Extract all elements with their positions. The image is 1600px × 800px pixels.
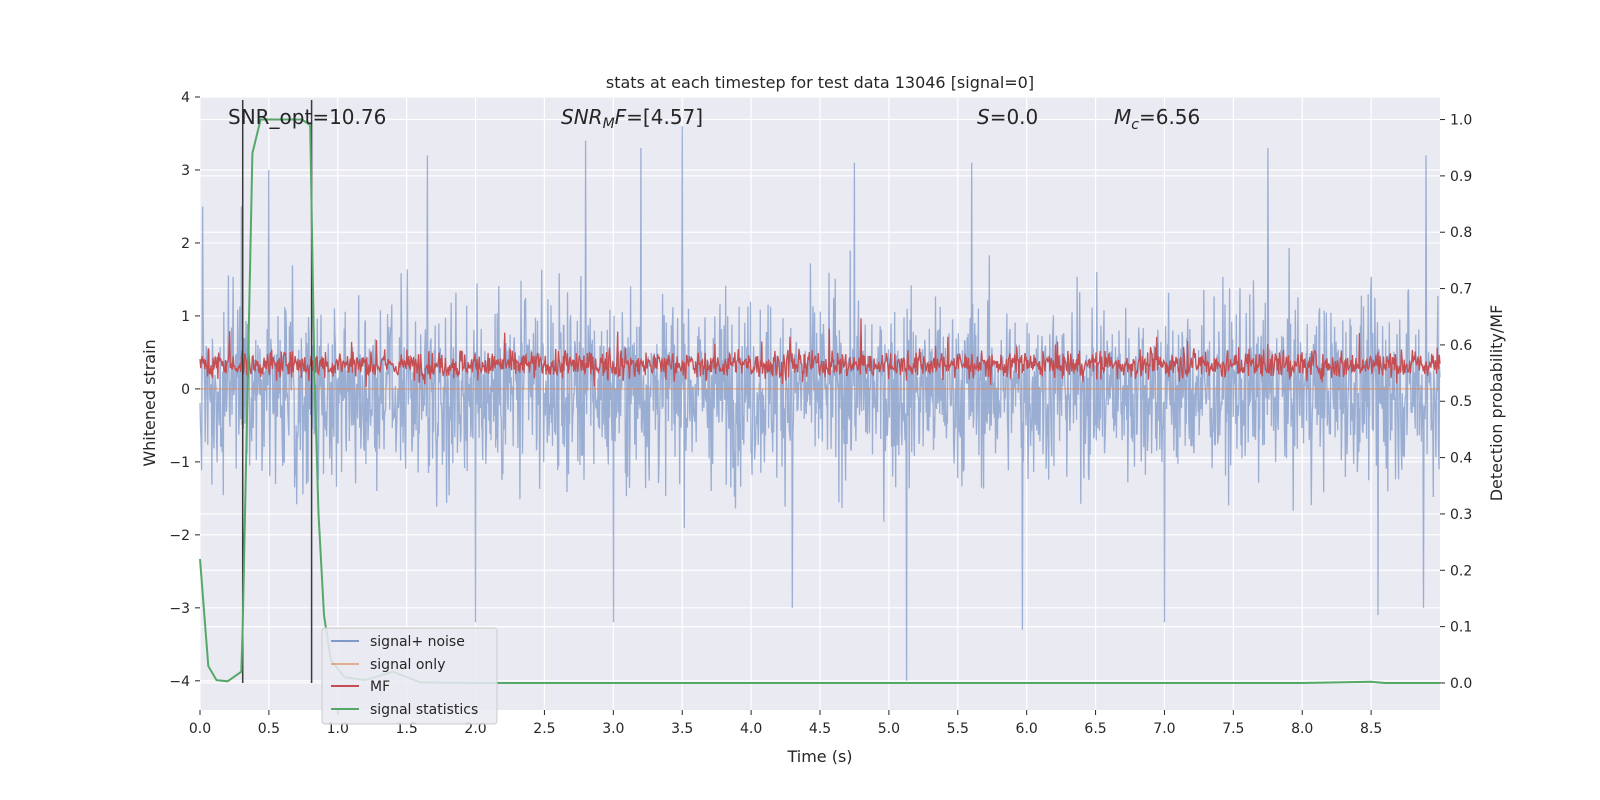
x-tick-label: 5.0 bbox=[878, 721, 900, 737]
x-tick-label: 1.5 bbox=[396, 721, 418, 737]
series-mf bbox=[199, 318, 1441, 388]
x-tick-label: 8.0 bbox=[1291, 721, 1313, 737]
y2-tick-label: 1.0 bbox=[1450, 113, 1472, 129]
x-tick-label: 3.5 bbox=[671, 721, 693, 737]
x-tick-label: 8.5 bbox=[1360, 721, 1382, 737]
mf-line bbox=[199, 318, 1441, 388]
y2-axis-label: Detection probability/MF bbox=[1487, 305, 1506, 502]
series-signal-statistics bbox=[199, 118, 1440, 684]
y-tick-label: 0 bbox=[181, 382, 190, 398]
y2-axis-ticks: 1.0 0.9 0.8 0.7 0.6 0.5 0.4 0.3 0.2 0.1 0.0 bbox=[1440, 113, 1472, 692]
x-axis-label: Time (s) bbox=[786, 747, 852, 766]
annotation-snr-mf-value: =[4.57] bbox=[626, 105, 703, 129]
annotations: SNR_opt=10.76 SNRMF=[4.57] S=0.0 Mc=6.56 bbox=[228, 105, 1200, 133]
y-tick-label: 1 bbox=[181, 309, 190, 325]
x-tick-label: 5.5 bbox=[947, 721, 969, 737]
x-tick-label: 7.5 bbox=[1222, 721, 1244, 737]
legend-label-signal-only: signal only bbox=[370, 657, 445, 673]
annotation-s: S=0.0 bbox=[977, 105, 1038, 129]
x-tick-label: 7.0 bbox=[1153, 721, 1175, 737]
x-tick-label: 0.5 bbox=[258, 721, 280, 737]
x-tick-label: 1.0 bbox=[327, 721, 349, 737]
y-tick-label: −3 bbox=[169, 601, 190, 617]
y-tick-label: 3 bbox=[181, 163, 190, 179]
legend: signal+ noise signal only MF signal stat… bbox=[321, 627, 498, 725]
y-tick-label: 2 bbox=[181, 236, 190, 252]
x-tick-label: 2.5 bbox=[533, 721, 555, 737]
y2-tick-label: 0.9 bbox=[1450, 169, 1472, 185]
legend-label-signal-noise: signal+ noise bbox=[370, 634, 465, 650]
plot-area bbox=[199, 100, 1441, 684]
y2-tick-label: 0.6 bbox=[1450, 338, 1472, 354]
chart-title: stats at each timestep for test data 130… bbox=[606, 73, 1034, 92]
x-tick-label: 2.0 bbox=[464, 721, 486, 737]
annotation-snr-opt: SNR_opt=10.76 bbox=[228, 105, 386, 129]
y2-tick-label: 0.5 bbox=[1450, 394, 1472, 410]
x-tick-label: 6.5 bbox=[1084, 721, 1106, 737]
legend-box bbox=[321, 627, 498, 725]
signal-statistics-line bbox=[199, 118, 1440, 684]
legend-label-mf: MF bbox=[370, 679, 390, 695]
y2-tick-label: 0.2 bbox=[1450, 563, 1472, 579]
y2-tick-label: 0.1 bbox=[1450, 620, 1472, 636]
x-tick-label: 0.0 bbox=[189, 721, 211, 737]
y2-tick-label: 0.3 bbox=[1450, 507, 1472, 523]
y-tick-label: 4 bbox=[181, 90, 190, 106]
annotation-mc: Mc=6.56 bbox=[1114, 105, 1200, 133]
y2-tick-label: 0.7 bbox=[1450, 282, 1472, 298]
y-axis-label: Whitened strain bbox=[140, 339, 159, 466]
x-axis-ticks: 0.0 0.5 1.0 1.5 2.0 2.5 3.0 3.5 4.0 4.5 5.0 5.5 6.0 6… bbox=[189, 710, 1382, 737]
y-tick-label: −4 bbox=[169, 674, 190, 690]
y-axis-ticks: 4 3 2 1 0 −1 −2 −3 −4 bbox=[169, 90, 200, 690]
annotation-snr-mf: SNRMF=[4.57] bbox=[561, 105, 703, 132]
y2-tick-label: 0.8 bbox=[1450, 225, 1472, 241]
x-tick-label: 4.5 bbox=[809, 721, 831, 737]
x-tick-label: 6.0 bbox=[1016, 721, 1038, 737]
y2-tick-label: 0.0 bbox=[1450, 676, 1472, 692]
y2-tick-label: 0.4 bbox=[1450, 451, 1472, 467]
x-tick-label: 4.0 bbox=[740, 721, 762, 737]
y-tick-label: −2 bbox=[169, 528, 190, 544]
legend-label-signal-statistics: signal statistics bbox=[370, 702, 478, 718]
x-tick-label: 3.0 bbox=[602, 721, 624, 737]
y-tick-label: −1 bbox=[169, 455, 190, 471]
